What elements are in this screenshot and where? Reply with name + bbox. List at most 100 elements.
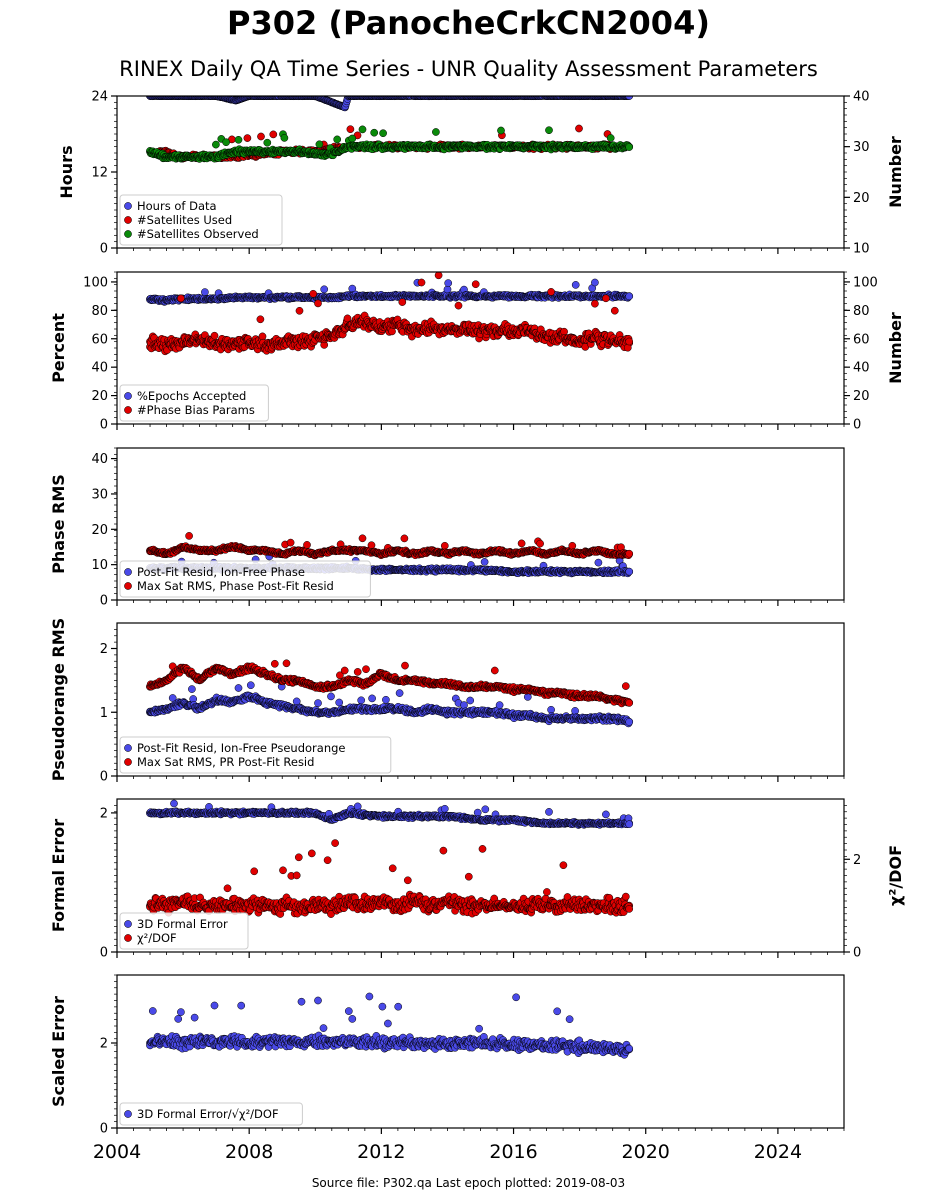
data-point <box>625 143 634 151</box>
data-point <box>398 298 407 306</box>
data-point <box>358 534 367 543</box>
data-point <box>625 292 634 301</box>
data-point <box>348 134 357 143</box>
data-point <box>333 135 342 144</box>
data-point <box>370 128 379 137</box>
data-point <box>434 272 443 280</box>
data-point <box>280 134 289 142</box>
data-point <box>358 125 367 134</box>
y-tick-label: 80 <box>91 304 108 319</box>
data-point <box>243 134 252 142</box>
y-tick-label: 0 <box>100 242 108 257</box>
data-point <box>417 278 426 287</box>
data-point <box>256 315 265 324</box>
data-point <box>177 294 185 303</box>
data-point <box>367 541 376 550</box>
data-point <box>606 134 615 142</box>
data-point <box>575 124 583 133</box>
data-points-hours <box>146 96 634 163</box>
y2-tick-label: 80 <box>853 304 870 319</box>
y-tick-label: 12 <box>91 166 108 181</box>
legend-marker <box>124 230 132 238</box>
series-percent-0 <box>146 278 634 306</box>
legend-label: #Satellites Observed <box>137 227 259 241</box>
data-points-percent <box>146 272 634 356</box>
data-point <box>295 306 304 315</box>
y2-axis-label: Number <box>886 136 905 208</box>
y2-tick-label: 40 <box>853 90 870 105</box>
y-tick-label: 24 <box>91 90 108 105</box>
data-point <box>314 299 322 308</box>
data-point <box>263 138 272 147</box>
y-axis-label: Hours <box>57 145 76 198</box>
y-tick-label: 60 <box>91 332 108 347</box>
series-percent-1 <box>146 272 634 356</box>
legend-box <box>119 194 283 246</box>
data-point <box>320 285 329 294</box>
data-point <box>234 135 243 144</box>
legend-marker <box>124 202 132 210</box>
data-point <box>625 567 634 576</box>
data-point <box>303 541 311 549</box>
data-point <box>610 306 619 315</box>
legend-marker <box>124 216 132 224</box>
y-axis-label: Percent <box>49 313 68 383</box>
data-point <box>625 337 634 346</box>
data-point <box>594 558 603 567</box>
legend-marker <box>124 406 132 414</box>
legend-label: #Phase Bias Params <box>137 403 255 417</box>
data-point <box>571 281 580 289</box>
data-point <box>201 288 209 296</box>
data-point <box>212 140 220 149</box>
data-point <box>591 299 599 308</box>
data-point <box>222 138 230 147</box>
series-hours-2 <box>146 125 634 163</box>
legend-label: #Satellites Used <box>137 213 232 227</box>
y2-tick-label: 0 <box>853 418 861 433</box>
y2-tick-label: 10 <box>853 242 870 257</box>
data-point <box>388 327 396 336</box>
y-tick-label: 20 <box>91 389 108 404</box>
data-point <box>602 294 610 303</box>
chart-title: P302 (PanocheCrkCN2004) <box>227 4 710 42</box>
y2-tick-label: 30 <box>853 140 870 155</box>
data-point <box>210 331 219 340</box>
series-phase-1 <box>146 532 634 560</box>
data-point <box>444 279 453 287</box>
data-point <box>471 280 480 289</box>
data-point <box>286 538 295 547</box>
data-point <box>346 125 355 134</box>
y2-axis-label: Number <box>886 312 905 384</box>
legend-marker <box>124 392 132 400</box>
series-hours-0 <box>146 96 634 112</box>
y2-tick-label: 40 <box>853 361 870 376</box>
data-point <box>257 132 265 141</box>
y2-tick-label: 20 <box>853 389 870 404</box>
y-tick-label: 100 <box>83 275 108 290</box>
data-point <box>480 558 489 566</box>
y2-tick-label: 60 <box>853 332 870 347</box>
legend-hours: Hours of Data#Satellites Used#Satellites… <box>119 194 283 246</box>
legend-label: %Epochs Accepted <box>137 389 246 403</box>
y-tick-label: 0 <box>100 418 108 433</box>
y2-tick-label: 100 <box>853 275 878 290</box>
legend-label: Hours of Data <box>137 199 217 213</box>
data-point <box>315 140 324 149</box>
data-point <box>454 301 463 310</box>
data-point <box>269 130 278 139</box>
data-point <box>547 288 555 296</box>
y-tick-label: 40 <box>91 361 108 376</box>
y2-tick-label: 20 <box>853 191 870 206</box>
data-point <box>309 289 318 298</box>
legend-percent: %Epochs Accepted#Phase Bias Params <box>119 384 269 422</box>
data-point <box>591 278 599 287</box>
chart-subtitle: RINEX Daily QA Time Series - UNR Quality… <box>119 57 818 81</box>
data-point <box>185 532 193 540</box>
data-point <box>400 534 409 543</box>
panel-percent: 0 20 40 60 80 100 0 20 40 60 80 100 Number Percent %Ep… <box>49 271 905 433</box>
data-point <box>379 129 387 138</box>
data-point <box>497 126 505 135</box>
